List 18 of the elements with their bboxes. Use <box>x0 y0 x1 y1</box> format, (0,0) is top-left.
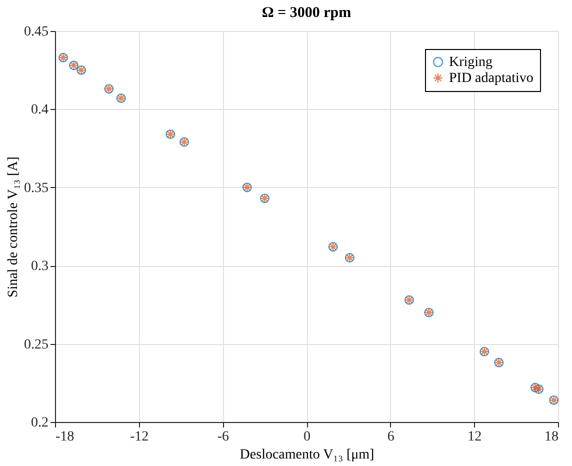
x-tick-label: 6 <box>387 430 394 444</box>
x-tick-label: 0 <box>304 430 310 444</box>
y-tick-label: 0.45 <box>24 24 48 40</box>
y-tick-label: 0.3 <box>31 259 48 274</box>
legend-label: PID adaptativo <box>449 71 534 86</box>
x-tick-label: -6 <box>217 430 230 444</box>
x-tick-label: -12 <box>130 430 149 444</box>
y-tick-label: 0.35 <box>24 180 48 196</box>
y-axis-title: Sinal de controle V₁₃ [A] <box>6 156 21 298</box>
x-tick-label: -18 <box>56 430 74 444</box>
chart-title: Ω = 3000 rpm <box>262 5 352 21</box>
x-tick-label: 18 <box>544 430 558 444</box>
x-axis-title: Deslocamento V₁₃ [μm] <box>240 448 374 462</box>
legend-label: Kriging <box>449 55 493 70</box>
y-tick-label: 0.4 <box>31 102 48 118</box>
y-tick-label: 0.25 <box>24 337 48 352</box>
x-tick-label: 12 <box>468 430 482 444</box>
y-tick-label: 0.2 <box>31 416 48 430</box>
